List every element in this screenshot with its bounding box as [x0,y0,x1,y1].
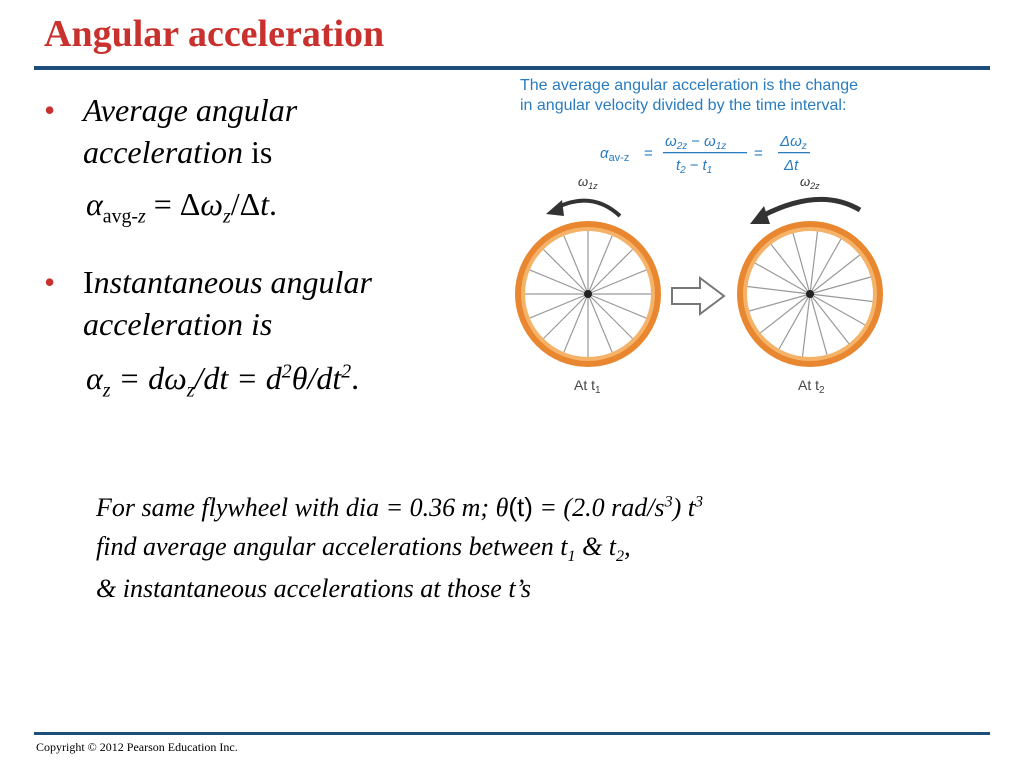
formula-instantaneous: αz = dωz/dt = d2θ/dt2. [86,360,360,402]
spoke [760,293,811,334]
spoke [809,293,873,303]
copyright-footer: Copyright © 2012 Pearson Education Inc. [36,740,238,754]
flywheel-figure: αav-z = ω2z − ω1z t2− t1 = Δωz Δt ω1z ω2z A… [515,133,883,396]
problem-statement: For same flywheel with dia = 0.36 m; θ(t… [96,488,703,608]
at-t1-label: At t1 [574,377,601,396]
figure-caption: The average angular acceleration is the … [520,77,858,114]
problem-line-3: & instantaneous accelerations at those t… [96,574,531,604]
bullet-instantaneous-line2: acceleration is [83,305,273,342]
svg-text:ω2z−ω1z: ω2z − ω1z [665,133,726,152]
spoke [809,238,842,295]
spoke [792,233,811,295]
svg-text:t2−t1: t2− t1 [676,157,712,176]
rotation-arrow-1 [555,198,622,218]
spoke [809,293,866,326]
svg-text:αav-z: αav-z [600,145,629,164]
rotation-arrow-2 [760,196,862,219]
bullet-average-line1: Average angular [83,92,298,128]
svg-text:=: = [644,145,653,162]
wheel-t2 [737,221,883,367]
footer-rule [34,732,990,735]
omega2-label: ω2z [800,174,820,191]
bullet-average-line2: acceleration is [83,133,273,170]
spoke [563,235,589,295]
spoke [801,293,811,357]
spoke [587,235,613,295]
spoke [587,293,613,353]
spoke [778,293,811,350]
spoke [529,293,589,319]
svg-text:Δt: Δt [783,157,799,174]
svg-text:=: = [754,145,763,162]
at-t2-label: At t2 [798,377,825,396]
wheel-t1 [515,221,661,367]
transition-arrow [671,276,726,316]
problem-line-1: For same flywheel with dia = 0.36 m; θ(t… [96,492,704,522]
bullet-dot: • [44,92,56,128]
rotation-arrow-2-head [750,206,770,224]
spoke [563,293,589,353]
bullet-dot: • [44,264,56,300]
rotation-arrow-1-head [546,200,564,216]
spoke [587,269,647,295]
spoke [543,249,589,295]
spoke [587,249,633,295]
spoke [809,276,871,295]
spoke [543,293,589,339]
title-rule [34,66,990,70]
spoke [809,231,819,295]
spoke [749,293,811,312]
problem-line-2: find average angular accelerations betwe… [96,532,631,566]
spoke [809,293,850,344]
average-acceleration-equation: αav-z = ω2z − ω1z t2− t1 = Δωz Δt [600,133,810,176]
spoke [809,293,828,355]
spoke [754,262,811,295]
slide-title: Angular acceleration [44,13,385,55]
spoke [587,293,633,339]
omega1-label: ω1z [578,174,598,191]
svg-text:Δωz: Δωz [779,133,807,152]
spoke [747,285,811,295]
spoke [809,254,860,295]
spoke [587,293,647,319]
spoke [529,269,589,295]
spoke [770,244,811,295]
bullet-instantaneous-line1: Instantaneous angular [83,264,372,300]
formula-average: αavg-z = Δωz/Δt. [86,186,278,228]
